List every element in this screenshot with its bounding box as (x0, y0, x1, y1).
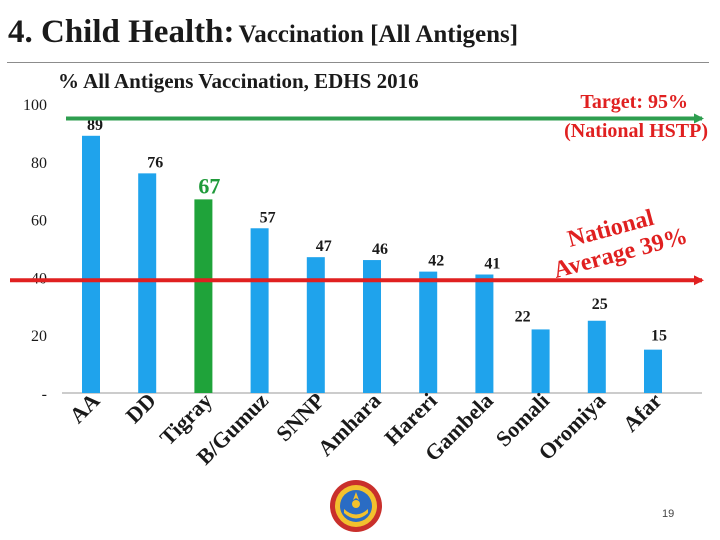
y-tick-label: 60 (31, 213, 47, 230)
category-label: AA (64, 388, 104, 428)
value-label: 25 (592, 296, 608, 313)
category-label: DD (121, 388, 161, 428)
value-label: 41 (484, 256, 500, 273)
bar-gambela (475, 274, 494, 393)
category-label: Amhara (313, 388, 386, 461)
y-tick-label: - (42, 386, 47, 403)
y-tick-label: 80 (31, 155, 47, 172)
bar-tigray (194, 199, 213, 393)
category-label: Afar (618, 388, 667, 437)
bar-dd (138, 173, 157, 393)
target-label-line1: Target: 95% (580, 91, 688, 113)
value-label: 46 (372, 241, 388, 258)
bar-bgumuz (250, 228, 269, 393)
bar-hareri (419, 271, 438, 393)
bar-aa (82, 135, 100, 394)
y-tick-label: 20 (31, 328, 47, 345)
slide-title: 4. Child Health: Vaccination [All Antige… (8, 14, 518, 51)
chart-frame-border (7, 62, 709, 64)
value-label: 57 (260, 209, 276, 226)
y-tick-label: 100 (23, 97, 47, 114)
target-label-line2: (National HSTP) (564, 120, 708, 142)
value-label: 42 (428, 253, 444, 270)
bar-amhara (363, 260, 381, 393)
value-label: 15 (651, 328, 667, 345)
bar-somali (531, 329, 550, 393)
value-label: 89 (87, 117, 103, 134)
slide-title-sub: Vaccination [All Antigens] (238, 21, 519, 48)
value-label: 76 (147, 154, 163, 171)
slide-title-main: 4. Child Health: (8, 14, 235, 50)
value-label: 22 (515, 308, 531, 325)
chart-title: % All Antigens Vaccination, EDHS 2016 (58, 69, 419, 93)
value-label: 47 (316, 238, 332, 255)
emblem-logo (330, 480, 382, 532)
bar-oromiya (587, 320, 606, 393)
page-number: 19 (662, 508, 675, 520)
bar-afar (644, 349, 662, 393)
value-label: 67 (198, 173, 220, 198)
bar-snnp (306, 257, 325, 393)
